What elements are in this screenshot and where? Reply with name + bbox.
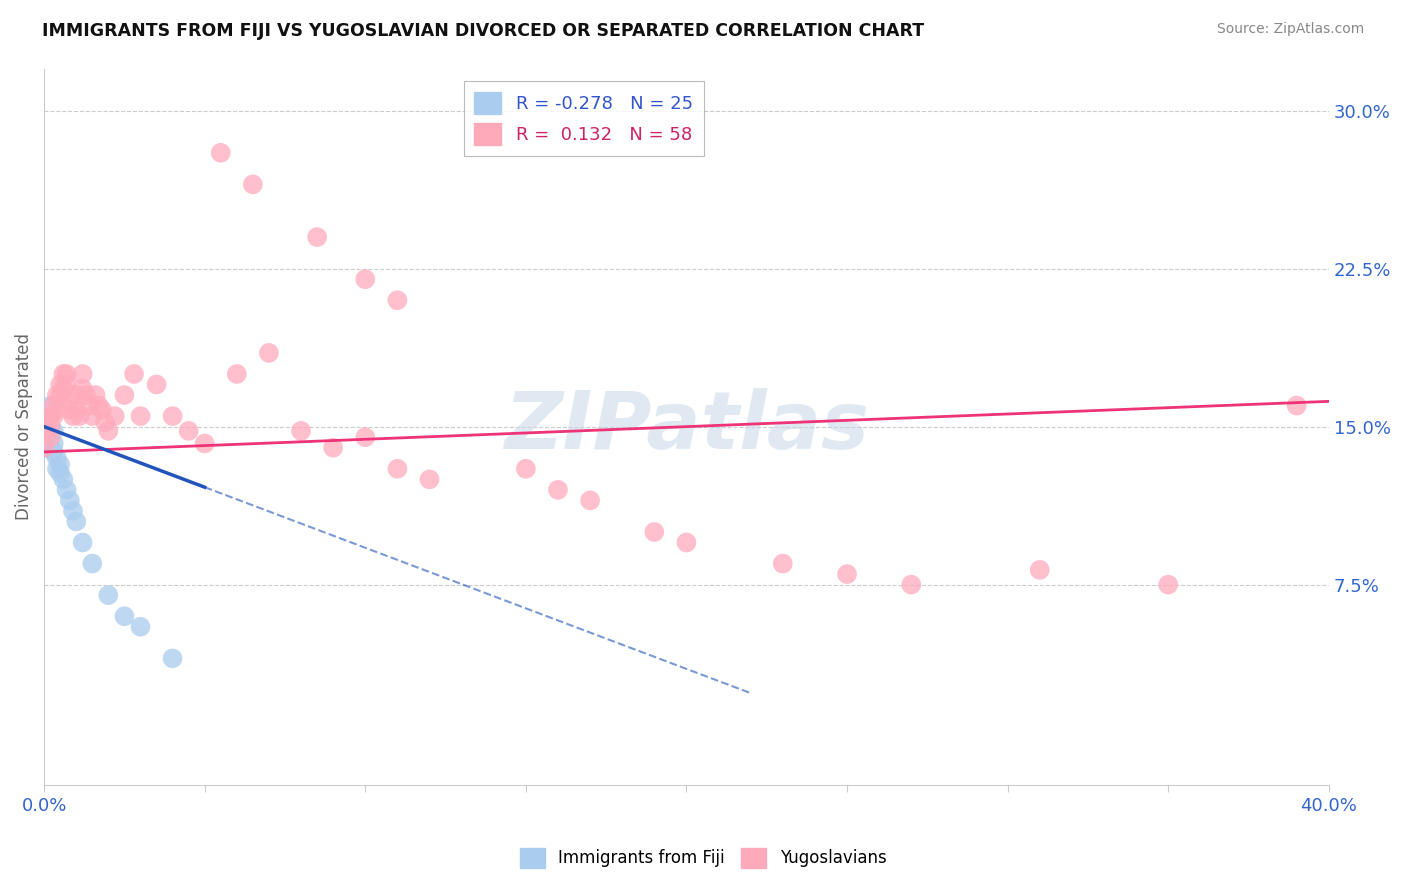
- Point: [387, 462, 409, 476]
- Point: [52, 472, 75, 486]
- Point: [307, 230, 329, 244]
- Point: [42, 436, 65, 450]
- Point: [37, 419, 59, 434]
- Point: [354, 272, 377, 286]
- Point: [354, 430, 377, 444]
- Point: [37, 424, 59, 438]
- Point: [59, 402, 82, 417]
- Point: [242, 178, 264, 192]
- Point: [62, 409, 84, 423]
- Point: [32, 441, 55, 455]
- Point: [145, 377, 167, 392]
- Point: [97, 424, 120, 438]
- Point: [59, 394, 82, 409]
- Point: [72, 367, 94, 381]
- Point: [77, 399, 100, 413]
- Point: [194, 436, 217, 450]
- Point: [547, 483, 569, 497]
- Point: [515, 462, 537, 476]
- Point: [579, 493, 602, 508]
- Point: [418, 472, 440, 486]
- Point: [69, 409, 91, 423]
- Point: [97, 588, 120, 602]
- Point: [177, 424, 200, 438]
- Point: [49, 377, 72, 392]
- Point: [39, 419, 62, 434]
- Point: [290, 424, 312, 438]
- Point: [37, 430, 59, 444]
- Point: [42, 424, 65, 438]
- Point: [55, 377, 77, 392]
- Point: [82, 557, 104, 571]
- Point: [46, 402, 69, 417]
- Point: [129, 409, 152, 423]
- Point: [162, 651, 184, 665]
- Point: [37, 424, 59, 438]
- Point: [49, 458, 72, 472]
- Point: [42, 399, 65, 413]
- Point: [59, 493, 82, 508]
- Point: [129, 620, 152, 634]
- Point: [84, 388, 107, 402]
- Point: [39, 409, 62, 423]
- Point: [72, 382, 94, 396]
- Point: [1157, 577, 1180, 591]
- Point: [55, 367, 77, 381]
- Point: [643, 524, 665, 539]
- Point: [55, 483, 77, 497]
- Point: [39, 409, 62, 423]
- Point: [322, 441, 344, 455]
- Point: [49, 466, 72, 480]
- Text: IMMIGRANTS FROM FIJI VS YUGOSLAVIAN DIVORCED OR SEPARATED CORRELATION CHART: IMMIGRANTS FROM FIJI VS YUGOSLAVIAN DIVO…: [42, 22, 924, 40]
- Point: [209, 145, 232, 160]
- Point: [94, 416, 117, 430]
- Point: [75, 388, 97, 402]
- Point: [90, 402, 112, 417]
- Point: [52, 367, 75, 381]
- Point: [42, 409, 65, 423]
- Point: [32, 441, 55, 455]
- Point: [225, 367, 247, 381]
- Text: Source: ZipAtlas.com: Source: ZipAtlas.com: [1216, 22, 1364, 37]
- Point: [37, 416, 59, 430]
- Point: [112, 609, 135, 624]
- Point: [387, 293, 409, 308]
- Point: [122, 367, 145, 381]
- Point: [82, 409, 104, 423]
- Point: [49, 388, 72, 402]
- Point: [257, 346, 280, 360]
- Point: [46, 451, 69, 466]
- Point: [42, 445, 65, 459]
- Point: [835, 567, 858, 582]
- Point: [46, 388, 69, 402]
- Point: [62, 504, 84, 518]
- Point: [39, 430, 62, 444]
- Point: [675, 535, 697, 549]
- Y-axis label: Divorced or Separated: Divorced or Separated: [15, 333, 32, 520]
- Point: [1028, 563, 1050, 577]
- Legend: R = -0.278   N = 25, R =  0.132   N = 58: R = -0.278 N = 25, R = 0.132 N = 58: [464, 81, 704, 156]
- Point: [112, 388, 135, 402]
- Legend: Immigrants from Fiji, Yugoslavians: Immigrants from Fiji, Yugoslavians: [513, 841, 893, 875]
- Text: ZIPatlas: ZIPatlas: [503, 388, 869, 466]
- Point: [39, 399, 62, 413]
- Point: [39, 419, 62, 434]
- Point: [46, 462, 69, 476]
- Point: [65, 388, 87, 402]
- Point: [104, 409, 127, 423]
- Point: [772, 557, 794, 571]
- Point: [65, 402, 87, 417]
- Point: [87, 399, 110, 413]
- Point: [1285, 399, 1308, 413]
- Point: [52, 382, 75, 396]
- Point: [65, 515, 87, 529]
- Point: [72, 535, 94, 549]
- Point: [162, 409, 184, 423]
- Point: [900, 577, 922, 591]
